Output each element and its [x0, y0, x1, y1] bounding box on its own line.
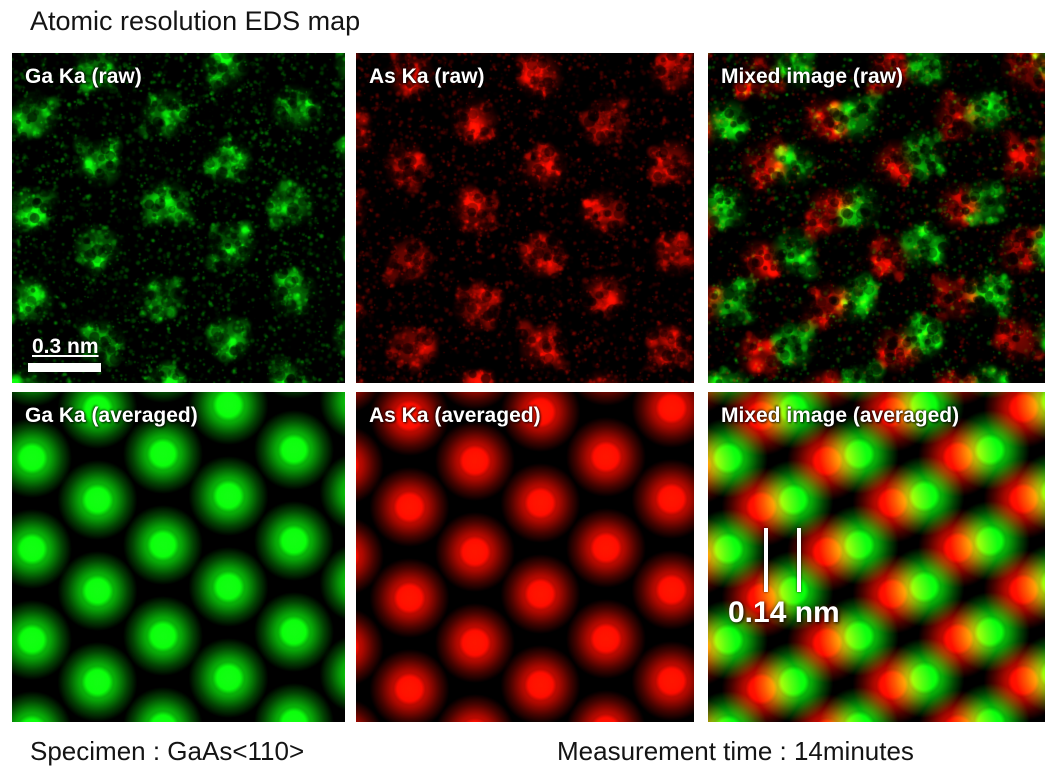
- panel-label: Ga Ka (averaged): [25, 404, 198, 427]
- mixed-averaged-map-image: [708, 392, 1045, 722]
- panel-ga-raw: Ga Ka (raw) 0.3 nm: [12, 53, 345, 383]
- ga-raw-map-image: [12, 53, 345, 383]
- panel-mixed-raw: Mixed image (raw): [708, 53, 1045, 383]
- specimen-caption: Specimen : GaAs<110>: [30, 736, 305, 766]
- scale-bar: [28, 363, 101, 372]
- panel-label: As Ka (raw): [369, 65, 485, 88]
- panel-label: Mixed image (averaged): [721, 404, 960, 427]
- panel-as-raw: As Ka (raw): [356, 53, 694, 383]
- distance-marker-left: [764, 528, 768, 592]
- panel-mixed-averaged: Mixed image (averaged) 0.14 nm: [708, 392, 1045, 722]
- page-title: Atomic resolution EDS map: [30, 6, 361, 36]
- panel-ga-averaged: Ga Ka (averaged): [12, 392, 345, 722]
- panel-label: Mixed image (raw): [721, 65, 904, 88]
- panel-as-averaged: As Ka (averaged): [356, 392, 694, 722]
- measurement-time-caption: Measurement time : 14minutes: [557, 736, 914, 766]
- ga-averaged-map-image: [12, 392, 345, 722]
- scale-bar-label: 0.3 nm: [32, 335, 99, 358]
- distance-marker-right: [797, 528, 801, 592]
- panel-label: Ga Ka (raw): [25, 65, 142, 88]
- mixed-raw-map-image: [708, 53, 1045, 383]
- as-averaged-map-image: [356, 392, 694, 722]
- as-raw-map-image: [356, 53, 694, 383]
- panel-label: As Ka (averaged): [369, 404, 541, 427]
- distance-label: 0.14 nm: [728, 596, 840, 629]
